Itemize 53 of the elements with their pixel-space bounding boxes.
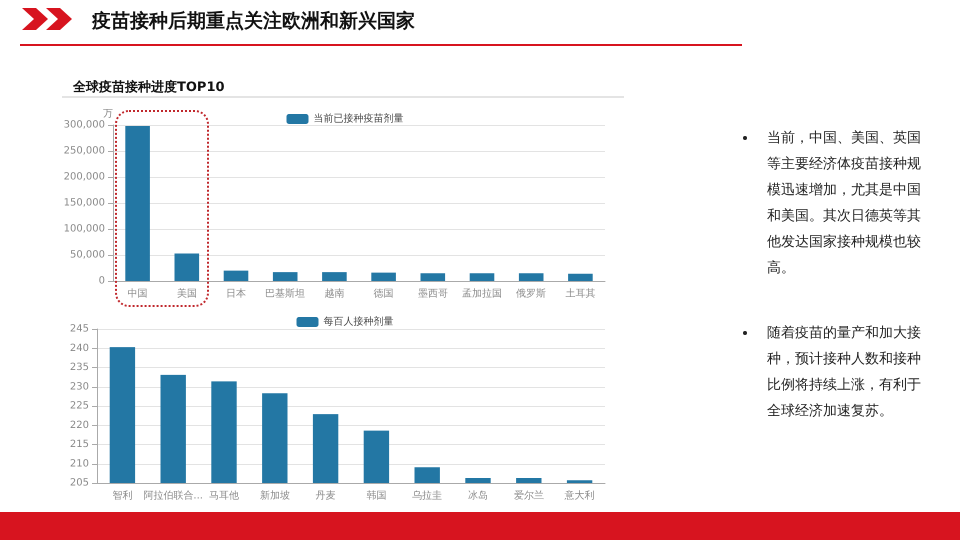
chart-title: 全球疫苗接种进度TOP10	[72, 79, 225, 95]
x-tick-label: 美国	[176, 288, 197, 300]
x-tick-label: 日本	[226, 288, 246, 300]
y-tick-label: 225	[70, 400, 89, 412]
bar	[322, 272, 347, 281]
x-tick-label: 冰岛	[468, 490, 488, 502]
x-tick-label: 德国	[374, 288, 394, 300]
x-tick-label: 智利	[112, 490, 132, 502]
y-tick-label: 210	[70, 458, 89, 470]
bar	[125, 126, 150, 281]
x-tick-label: 土耳其	[565, 288, 596, 300]
x-tick-label: 马耳他	[209, 490, 239, 502]
bar	[518, 273, 544, 281]
y-tick-label: 235	[70, 362, 89, 373]
x-tick-label: 巴基斯坦	[265, 288, 306, 300]
bar	[224, 270, 248, 281]
x-tick-label: 意大利	[564, 490, 595, 502]
x-tick-label: 墨西哥	[418, 288, 448, 300]
y-tick-label: 220	[70, 420, 89, 431]
y-tick-label: 205	[70, 478, 89, 488]
x-tick-label: 丹麦	[316, 490, 336, 502]
y-tick-label: 100,000	[64, 224, 105, 234]
bar	[470, 273, 494, 281]
y-tick-label: 300,000	[64, 120, 105, 130]
bar	[568, 274, 593, 281]
y-tick-label: 230	[70, 381, 89, 392]
y-axis-title: 万	[103, 108, 113, 120]
x-tick-label: 韩国	[366, 490, 386, 502]
x-tick-label: 孟加拉国	[462, 288, 502, 300]
text: 疫苗接种后期重点关注欧洲和新兴国家	[92, 9, 415, 34]
y-tick-label: 215	[70, 439, 89, 450]
x-tick-label: 俄罗斯	[516, 288, 546, 300]
legend-label: 每百人接种剂量	[324, 316, 394, 328]
y-tick-label: 150,000	[64, 198, 105, 208]
y-tick-label: 250,000	[64, 146, 105, 156]
x-tick-label: 中国	[128, 288, 148, 300]
x-tick-label: 越南	[324, 288, 344, 300]
x-tick-label: 爱尔兰	[514, 490, 544, 502]
x-tick-label: 乌拉圭	[412, 490, 442, 502]
x-tick-label: 新加坡	[260, 490, 290, 502]
y-tick-label: 0	[98, 276, 105, 286]
bar	[371, 272, 396, 281]
y-tick-label: 50,000	[70, 250, 105, 260]
bar	[272, 272, 298, 281]
x-tick-label: 阿拉伯联合...	[143, 490, 203, 502]
text: 随着疫苗的量产和加大接种，预计接种人数和接种比例将持续上涨，有利于全球经济加速复苏。	[767, 324, 922, 421]
bar	[420, 273, 446, 281]
y-tick-label: 245	[70, 324, 89, 334]
legend-label: 当前已接种疫苗剂量	[314, 112, 404, 124]
y-tick-label: 240	[70, 342, 89, 354]
bar	[174, 253, 200, 281]
text: 当前，中国、美国、英国等主要经济体疫苗接种规模迅速增加，尤其是中国和美国。其次日德英等其他发达国家接种规模也较高。	[767, 129, 922, 278]
y-tick-label: 200,000	[64, 172, 105, 182]
